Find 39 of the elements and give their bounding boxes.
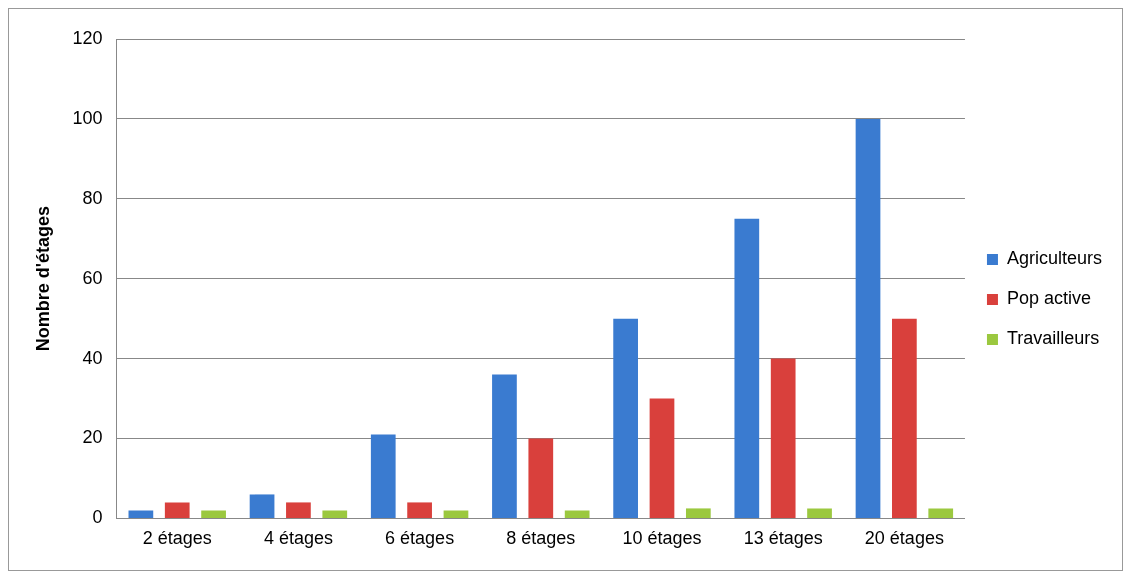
bar xyxy=(492,374,517,518)
legend-label: Travailleurs xyxy=(1006,328,1100,349)
bar xyxy=(564,510,590,518)
legend-label: Agriculteurs xyxy=(1006,248,1103,269)
y-tick-label: 40 xyxy=(82,347,103,368)
bar xyxy=(613,318,638,518)
bar xyxy=(201,510,226,518)
y-tick-label: 120 xyxy=(72,27,103,48)
y-tick-label: 60 xyxy=(82,267,103,288)
bar xyxy=(128,510,154,518)
x-tick-label: 8 étages xyxy=(506,528,576,549)
bar xyxy=(807,508,832,518)
bar xyxy=(370,434,396,518)
legend-label: Pop active xyxy=(1006,288,1092,309)
bar xyxy=(443,510,469,518)
bar xyxy=(407,502,432,518)
x-tick-label: 10 étages xyxy=(622,528,702,549)
y-tick-label: 80 xyxy=(82,187,103,208)
x-tick-label: 13 étages xyxy=(743,528,823,549)
bar xyxy=(734,218,760,518)
bar xyxy=(164,502,190,518)
y-axis-title: Nombre d'étages xyxy=(32,206,53,352)
bar xyxy=(322,510,348,518)
bar xyxy=(286,502,311,518)
x-tick-label: 20 étages xyxy=(864,528,944,549)
bar xyxy=(928,508,954,518)
y-tick-label: 100 xyxy=(72,107,103,128)
bar xyxy=(685,508,711,518)
bar xyxy=(649,398,675,518)
x-tick-label: 4 étages xyxy=(263,528,333,549)
bar xyxy=(249,494,275,518)
bar xyxy=(528,438,554,518)
bar xyxy=(770,358,796,518)
y-tick-label: 0 xyxy=(92,507,103,528)
x-tick-label: 2 étages xyxy=(142,528,212,549)
x-tick-label: 6 étages xyxy=(385,528,455,549)
bar xyxy=(892,318,917,518)
y-tick-label: 20 xyxy=(82,427,103,448)
bar xyxy=(855,118,881,518)
